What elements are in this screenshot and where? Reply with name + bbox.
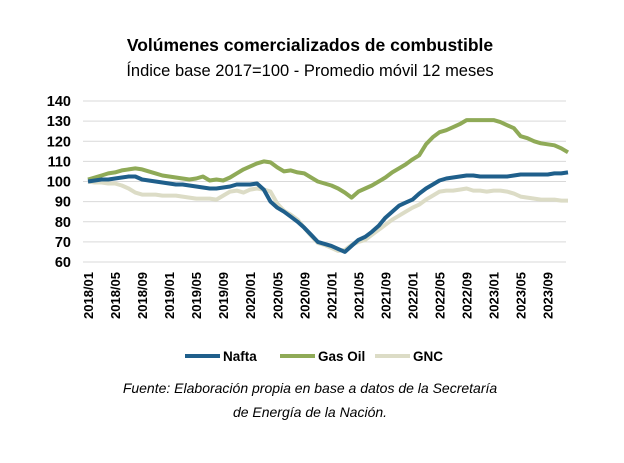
footnote-line-2: de Energía de la Nación. bbox=[233, 404, 387, 420]
y-tick-label: 70 bbox=[55, 235, 71, 251]
legend-item-gas-oil: Gas Oil bbox=[280, 349, 365, 364]
legend-item-nafta: Nafta bbox=[185, 349, 257, 364]
x-tick-label: 2020/05 bbox=[270, 272, 285, 319]
x-tick-label: 2020/09 bbox=[297, 272, 312, 319]
x-tick-label: 2023/01 bbox=[487, 272, 502, 319]
x-tick-label: 2019/09 bbox=[216, 272, 231, 319]
x-tick-label: 2020/01 bbox=[243, 272, 258, 319]
legend: Nafta Gas Oil GNC bbox=[185, 349, 443, 364]
footnote-line-1: Fuente: Elaboración propia en base a dat… bbox=[123, 380, 498, 396]
x-tick-label: 2019/01 bbox=[162, 272, 177, 319]
y-tick-label: 120 bbox=[47, 134, 71, 150]
series-line-gas-oil bbox=[87, 118, 570, 200]
chart-subtitle: Índice base 2017=100 - Promedio móvil 12… bbox=[126, 61, 493, 80]
x-tick-label: 2019/05 bbox=[189, 272, 204, 319]
legend-label: Nafta bbox=[223, 349, 257, 364]
x-axis: 2018/01 2018/05 2018/09 2019/01 2019/05 2019/… bbox=[81, 272, 556, 319]
x-tick-label: 2018/05 bbox=[108, 272, 123, 319]
chart-title: Volúmenes comercializados de combustible bbox=[127, 35, 494, 55]
x-tick-label: 2023/09 bbox=[541, 272, 556, 319]
legend-item-gnc: GNC bbox=[375, 349, 443, 364]
y-tick-label: 140 bbox=[47, 94, 71, 110]
y-axis: 60 70 80 90 100 110 120 130 140 bbox=[47, 94, 71, 271]
x-tick-label: 2021/05 bbox=[351, 272, 366, 319]
series-line-gnc bbox=[87, 179, 568, 253]
x-tick-label: 2022/01 bbox=[405, 272, 420, 319]
series-line-nafta bbox=[87, 170, 569, 254]
y-tick-label: 80 bbox=[55, 215, 71, 231]
y-tick-label: 60 bbox=[55, 255, 71, 271]
x-tick-label: 2021/01 bbox=[324, 272, 339, 319]
y-tick-label: 130 bbox=[47, 114, 71, 130]
x-tick-label: 2018/09 bbox=[135, 272, 150, 319]
x-tick-label: 2022/09 bbox=[460, 272, 475, 319]
x-tick-label: 2022/05 bbox=[433, 272, 448, 319]
x-tick-label: 2018/01 bbox=[81, 272, 96, 319]
legend-label: Gas Oil bbox=[318, 349, 365, 364]
legend-label: GNC bbox=[413, 349, 443, 364]
x-tick-label: 2023/05 bbox=[514, 272, 529, 319]
y-tick-label: 110 bbox=[48, 154, 71, 170]
x-tick-label: 2021/09 bbox=[378, 272, 393, 319]
y-tick-label: 100 bbox=[47, 175, 71, 191]
series-lines bbox=[87, 118, 570, 254]
y-tick-label: 90 bbox=[55, 195, 71, 211]
